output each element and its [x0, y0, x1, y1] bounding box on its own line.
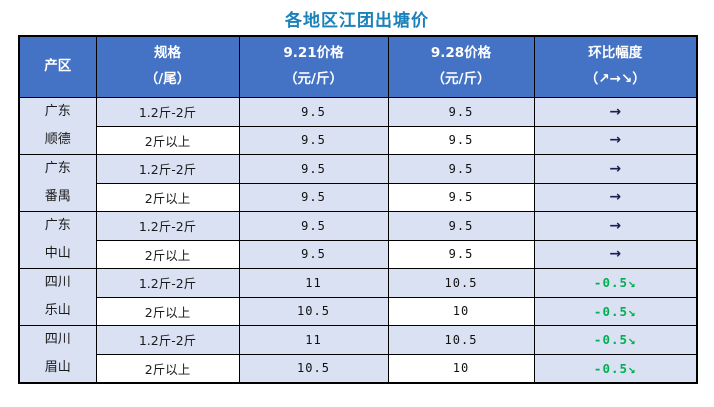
price-0921-cell: 9.5 [238, 239, 389, 269]
region-city: 乐山 [44, 303, 71, 318]
region-province: 四川 [44, 332, 71, 347]
table-row: 广东 番禺 1.2斤-2斤 9.5 9.5 → [18, 154, 698, 212]
region-city: 眉山 [44, 360, 71, 375]
price-0921-cell: 10.5 [238, 353, 389, 384]
table-header: 产区 规格 （/尾） 9.21价格 （元/斤） 9.28价格 （元/斤） 环比幅… [18, 35, 698, 98]
header-price-0921: 9.21价格 （元/斤） [238, 35, 389, 98]
price-0928-cell: 10 [387, 296, 535, 326]
table-row: 2斤以上 9.5 9.5 → [19, 182, 698, 212]
change-cell: → [533, 97, 698, 127]
price-0921-cell: 10.5 [238, 296, 389, 326]
header-spec-line1: 规格 [154, 45, 181, 62]
change-cell: → [533, 239, 698, 269]
spec-cell: 1.2斤-2斤 [95, 154, 240, 184]
change-cell: -0.5↘ [533, 296, 698, 326]
header-area: 产区 [18, 35, 97, 98]
table-row: 广东 顺德 1.2斤-2斤 9.5 9.5 → [18, 97, 698, 155]
spec-cell: 1.2斤-2斤 [95, 97, 240, 127]
change-cell: -0.5↘ [533, 353, 698, 384]
header-spec: 规格 （/尾） [95, 35, 240, 98]
change-cell: -0.5↘ [533, 268, 698, 298]
price-0921-cell: 11 [238, 268, 389, 298]
region-city: 番禺 [44, 189, 71, 204]
price-0928-cell: 10 [387, 353, 535, 384]
spec-cell: 1.2斤-2斤 [95, 325, 240, 355]
region-cell: 广东 中山 [18, 211, 97, 269]
region-province: 广东 [44, 218, 71, 233]
price-0928-cell: 9.5 [387, 125, 535, 155]
spec-cell: 2斤以上 [95, 353, 240, 384]
spec-cell: 2斤以上 [95, 182, 240, 212]
spec-cell: 2斤以上 [95, 239, 240, 269]
header-spec-line2: （/尾） [144, 71, 191, 87]
change-cell: → [533, 211, 698, 241]
header-change-line2: （↗→↘） [584, 71, 646, 87]
price-0921-cell: 9.5 [238, 125, 389, 155]
header-price-0928-line1: 9.28价格 [430, 45, 492, 62]
region-city: 中山 [44, 246, 71, 261]
header-price-0921-line2: （元/斤） [284, 71, 343, 87]
price-0928-cell: 10.5 [387, 268, 535, 298]
table-row: 2斤以上 9.5 9.5 → [19, 239, 698, 269]
header-change: 环比幅度 （↗→↘） [533, 35, 698, 98]
spec-cell: 1.2斤-2斤 [95, 268, 240, 298]
header-change-line1: 环比幅度 [588, 45, 643, 62]
table-row: 四川 乐山 1.2斤-2斤 11 10.5 -0.5↘ [18, 268, 698, 326]
price-0928-cell: 9.5 [387, 154, 535, 184]
header-price-0928-line2: （元/斤） [431, 71, 491, 87]
header-area-label: 产区 [44, 58, 72, 75]
region-cell: 广东 番禺 [18, 154, 97, 212]
price-0928-cell: 9.5 [387, 211, 535, 241]
price-0921-cell: 9.5 [238, 211, 389, 241]
price-0928-cell: 9.5 [387, 97, 535, 127]
change-cell: → [533, 125, 698, 155]
price-0921-cell: 9.5 [238, 154, 389, 184]
table-row: 四川 眉山 1.2斤-2斤 11 10.5 -0.5↘ [18, 325, 698, 384]
table-row: 广东 中山 1.2斤-2斤 9.5 9.5 → [18, 211, 698, 269]
table-row: 2斤以上 10.5 10 -0.5↘ [19, 353, 698, 384]
region-province: 四川 [44, 275, 71, 290]
spec-cell: 2斤以上 [95, 125, 240, 155]
spec-cell: 1.2斤-2斤 [95, 211, 240, 241]
price-0921-cell: 11 [238, 325, 389, 355]
price-0921-cell: 9.5 [238, 182, 389, 212]
change-cell: → [533, 182, 698, 212]
price-0928-cell: 9.5 [387, 239, 535, 269]
spec-cell: 2斤以上 [95, 296, 240, 326]
table-row: 2斤以上 10.5 10 -0.5↘ [19, 296, 698, 326]
region-city: 顺德 [44, 132, 71, 147]
region-cell: 四川 眉山 [18, 325, 97, 384]
price-table: 产区 规格 （/尾） 9.21价格 （元/斤） 9.28价格 （元/斤） 环比幅… [18, 35, 698, 384]
region-cell: 四川 乐山 [18, 268, 97, 326]
region-province: 广东 [44, 104, 71, 119]
table-row: 2斤以上 9.5 9.5 → [19, 125, 698, 155]
page-title: 各地区江团出塘价 [285, 11, 429, 31]
region-province: 广东 [44, 161, 71, 176]
region-cell: 广东 顺德 [18, 97, 97, 155]
price-0928-cell: 9.5 [387, 182, 535, 212]
header-price-0921-line1: 9.21价格 [283, 45, 344, 62]
price-0921-cell: 9.5 [238, 97, 389, 127]
header-price-0928: 9.28价格 （元/斤） [387, 35, 535, 98]
change-cell: → [533, 154, 698, 184]
price-0928-cell: 10.5 [387, 325, 535, 355]
change-cell: -0.5↘ [533, 325, 698, 355]
